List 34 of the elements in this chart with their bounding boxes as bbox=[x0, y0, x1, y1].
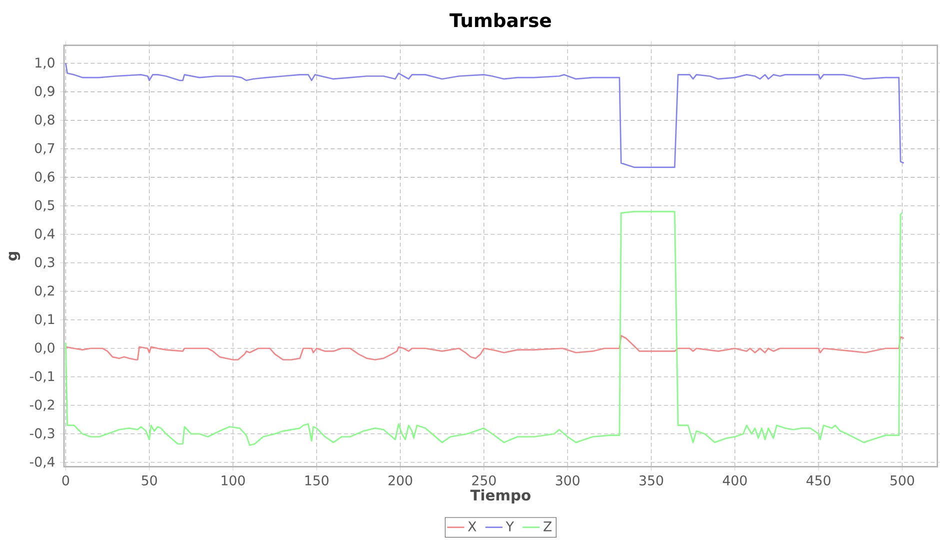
y-axis-title: g bbox=[8, 252, 20, 261]
y-tick-label: 0,5 bbox=[34, 200, 54, 212]
x-tick-label: 500 bbox=[890, 475, 914, 486]
y-tick-label: 0,1 bbox=[34, 314, 54, 326]
y-tick-label: 0,7 bbox=[34, 143, 54, 155]
y-tick-label: 0,4 bbox=[34, 228, 55, 240]
y-tick-label: 0,9 bbox=[34, 86, 54, 98]
x-tick-label: 150 bbox=[305, 475, 328, 486]
line-series bbox=[65, 62, 905, 168]
legend-label: X bbox=[468, 521, 476, 532]
y-tick-label: -0,1 bbox=[30, 371, 54, 383]
y-tick-label: 0,2 bbox=[34, 286, 54, 298]
chart-title: Tumbarse bbox=[450, 12, 551, 28]
y-tick-label: -0,3 bbox=[30, 428, 54, 440]
x-tick-label: 50 bbox=[142, 475, 157, 486]
x-tick-label: 300 bbox=[556, 475, 580, 486]
y-tick-label: -0,2 bbox=[30, 400, 54, 412]
y-tick-label: 0,6 bbox=[34, 172, 54, 184]
y-tick-label: -0,4 bbox=[30, 456, 55, 468]
x-tick-label: 0 bbox=[62, 475, 70, 486]
x-tick-label: 350 bbox=[640, 475, 664, 486]
x-tick-label: 250 bbox=[472, 475, 496, 486]
x-tick-label: 400 bbox=[722, 475, 747, 486]
legend-label: Z bbox=[544, 521, 552, 532]
x-tick-label: 200 bbox=[388, 475, 412, 486]
legend-label: Y bbox=[506, 521, 514, 532]
y-tick-label: 0,8 bbox=[34, 114, 54, 126]
x-tick-label: 450 bbox=[806, 475, 830, 486]
line-series bbox=[65, 210, 903, 446]
x-tick-label: 100 bbox=[222, 475, 245, 486]
x-axis-title: Tiempo bbox=[470, 489, 530, 504]
y-tick-label: 0,0 bbox=[34, 342, 54, 354]
y-tick-label: 0,3 bbox=[34, 257, 54, 269]
y-tick-label: 1,0 bbox=[36, 58, 54, 70]
